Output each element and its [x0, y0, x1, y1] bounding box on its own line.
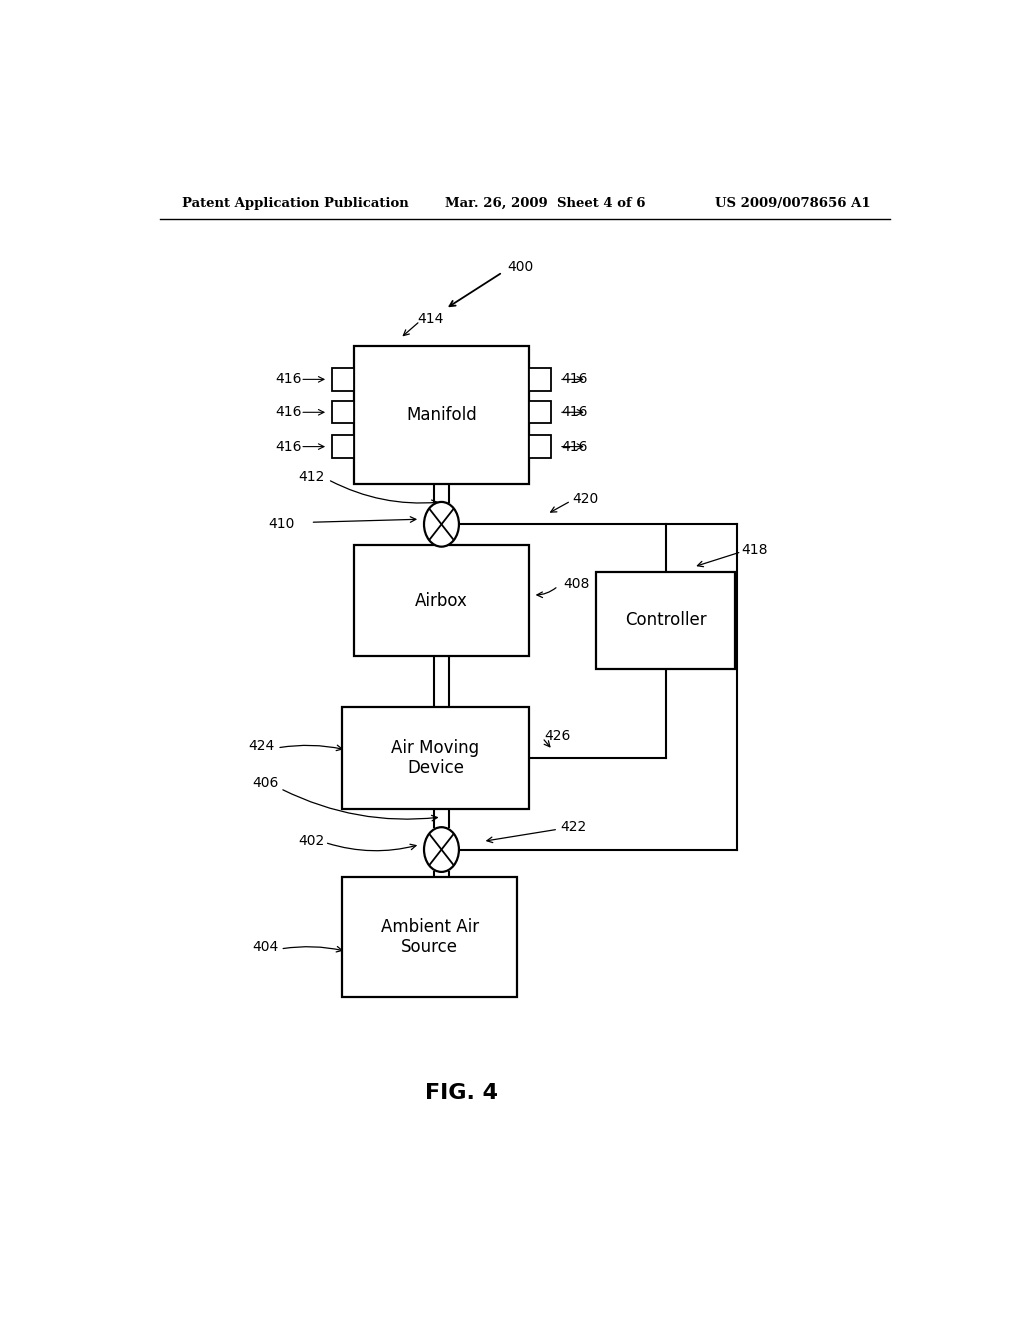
Text: Patent Application Publication: Patent Application Publication: [182, 197, 409, 210]
Circle shape: [424, 502, 459, 546]
Text: 404: 404: [253, 940, 279, 953]
Text: 424: 424: [249, 739, 274, 752]
Text: 408: 408: [563, 577, 589, 591]
Bar: [342, 708, 528, 809]
Text: 420: 420: [572, 492, 599, 506]
Circle shape: [424, 828, 459, 873]
Text: 410: 410: [268, 517, 295, 532]
Text: 402: 402: [299, 834, 325, 849]
Text: Manifold: Manifold: [407, 407, 477, 424]
Text: 418: 418: [741, 543, 768, 557]
Bar: [332, 436, 354, 458]
Text: Airbox: Airbox: [415, 591, 468, 610]
Text: 422: 422: [560, 820, 587, 834]
Text: 416: 416: [274, 405, 301, 420]
Text: Mar. 26, 2009  Sheet 4 of 6: Mar. 26, 2009 Sheet 4 of 6: [445, 197, 646, 210]
Text: 416: 416: [274, 372, 301, 387]
Bar: [596, 572, 735, 669]
Bar: [528, 401, 551, 424]
Bar: [332, 368, 354, 391]
Text: 414: 414: [418, 312, 444, 326]
Bar: [354, 545, 528, 656]
Text: FIG. 4: FIG. 4: [425, 1084, 498, 1104]
Bar: [354, 346, 528, 483]
Text: 416: 416: [274, 440, 301, 454]
Text: 416: 416: [561, 372, 588, 387]
Text: US 2009/0078656 A1: US 2009/0078656 A1: [715, 197, 870, 210]
Text: 416: 416: [561, 405, 588, 420]
Text: Air Moving
Device: Air Moving Device: [391, 739, 479, 777]
Bar: [528, 436, 551, 458]
Bar: [342, 876, 517, 997]
Text: Ambient Air
Source: Ambient Air Source: [381, 917, 478, 957]
Bar: [528, 368, 551, 391]
Text: Controller: Controller: [625, 611, 707, 630]
Text: 400: 400: [507, 260, 534, 275]
Text: 406: 406: [252, 776, 279, 791]
Bar: [332, 401, 354, 424]
Text: 426: 426: [545, 729, 571, 743]
Text: 416: 416: [561, 440, 588, 454]
Text: 412: 412: [298, 470, 325, 483]
